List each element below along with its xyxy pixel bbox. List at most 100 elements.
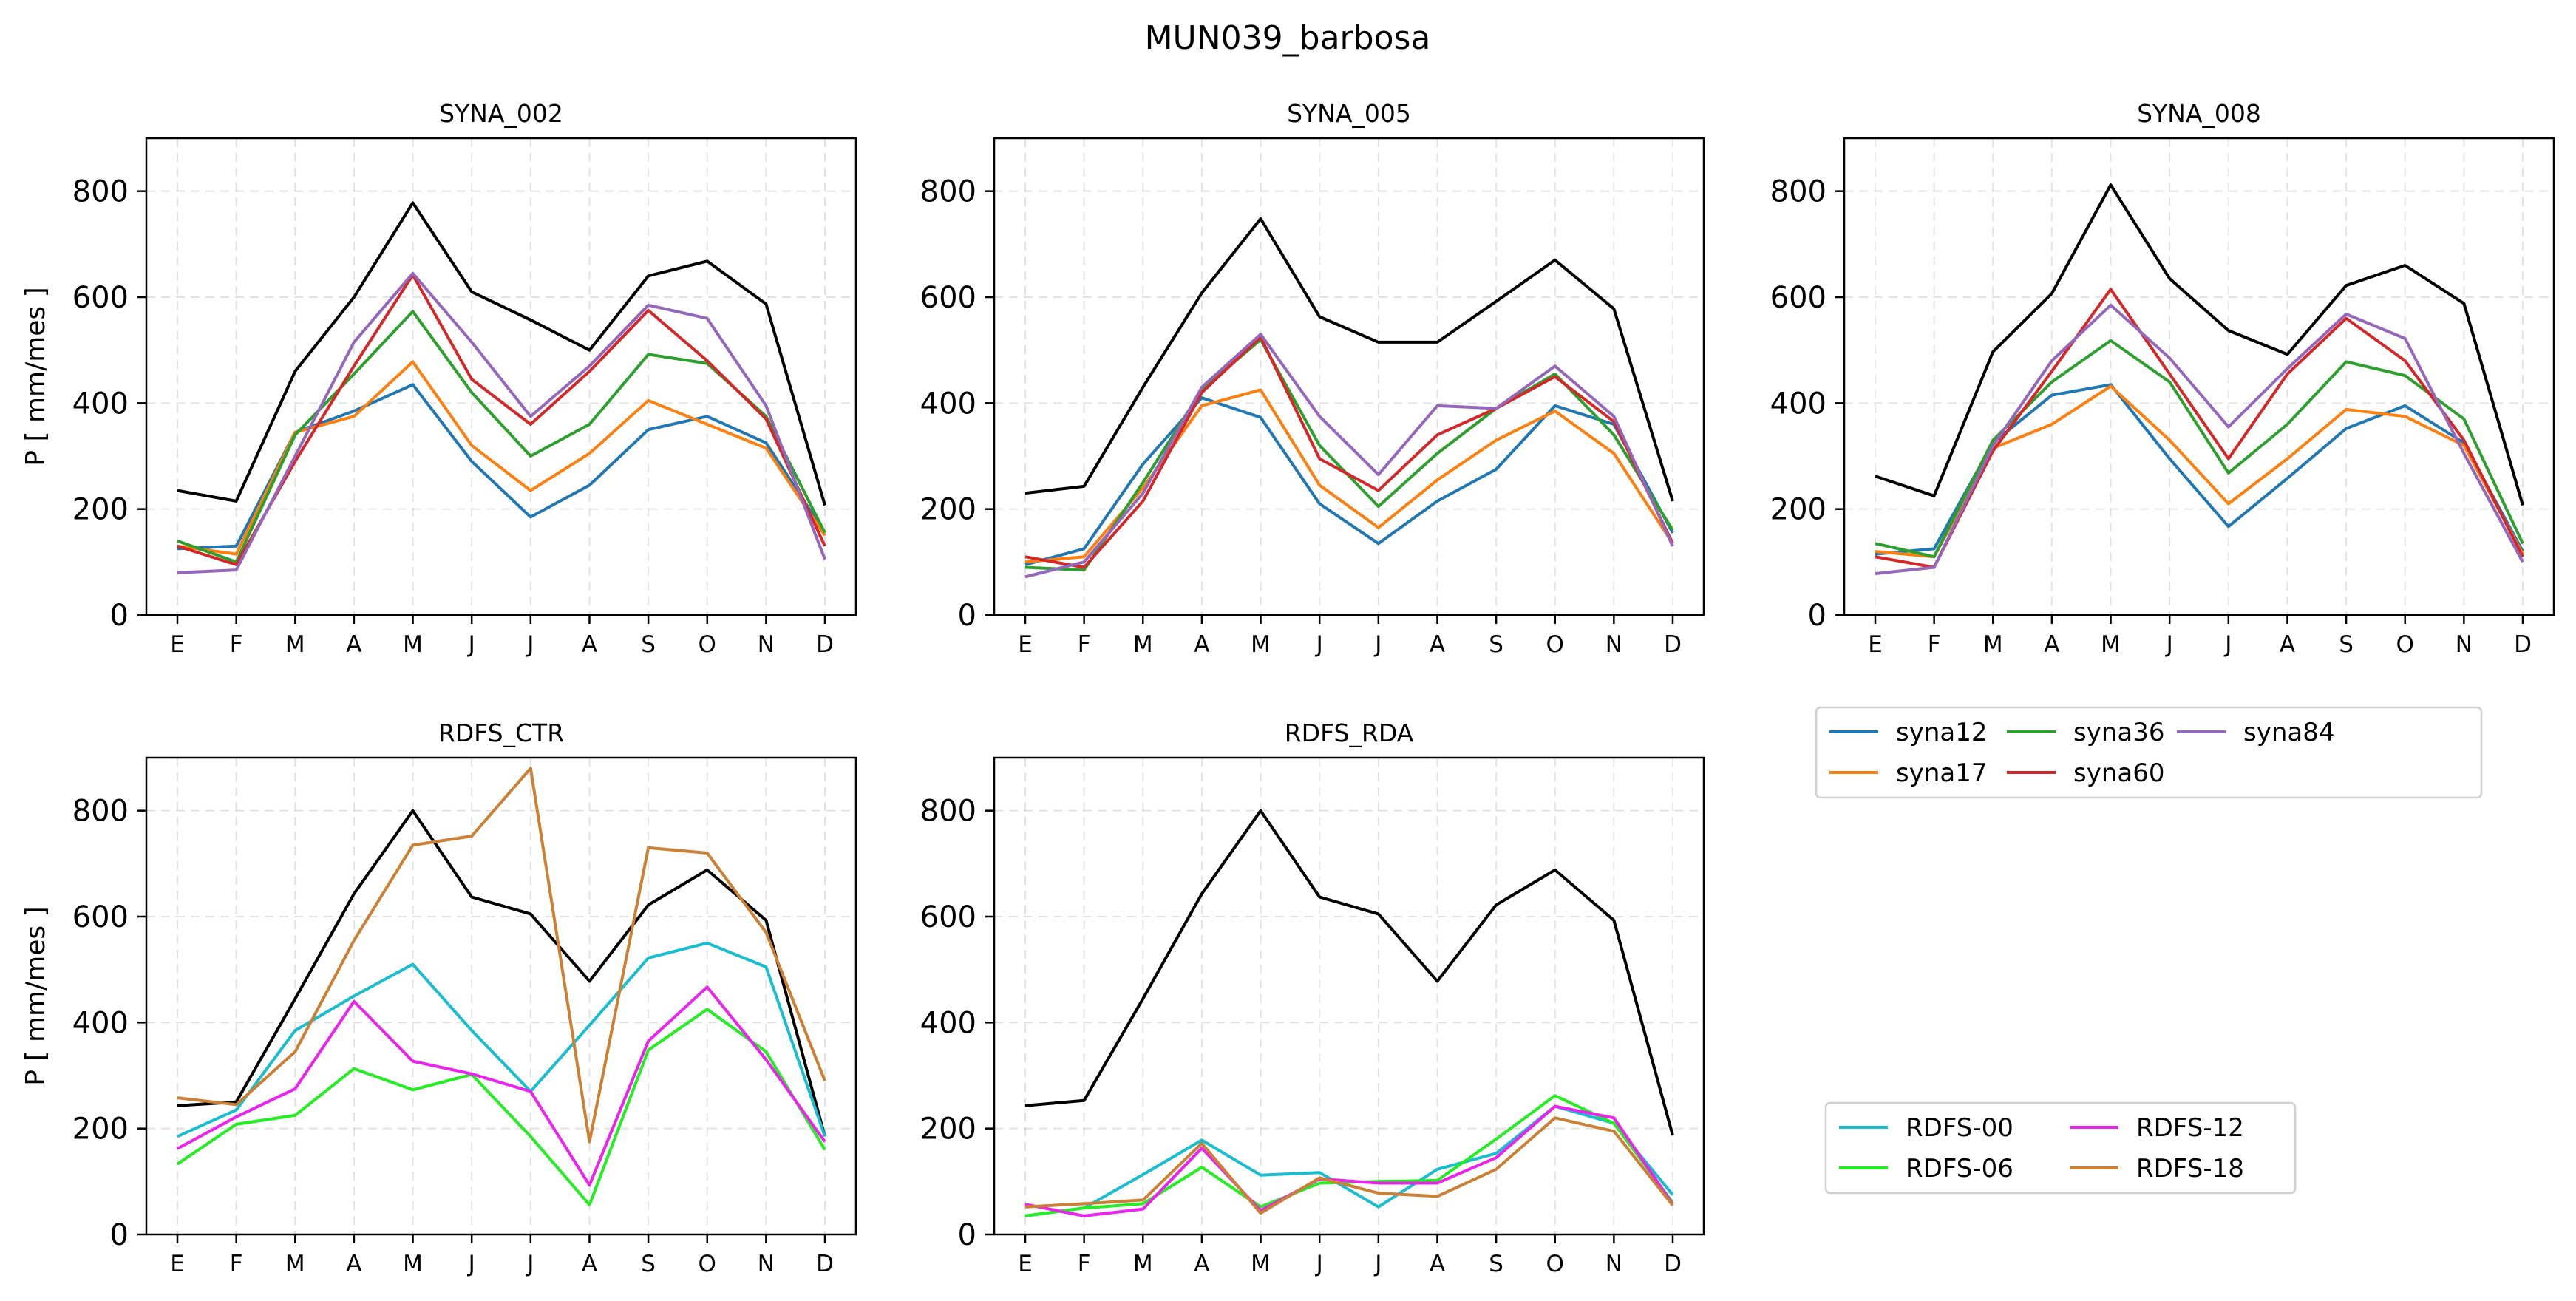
figure-title: MUN039_barbosa <box>1145 19 1431 57</box>
legend-label: syna36 <box>2073 718 2164 747</box>
x-tick-label: M <box>1251 1251 1271 1277</box>
x-tick-label: A <box>582 631 597 658</box>
legends: syna12 syna17 syna36 syna60 syna84 RDFS-00 RDF… <box>1815 706 2483 1195</box>
x-tick-label: S <box>641 631 656 658</box>
x-tick-label: E <box>170 1251 185 1277</box>
x-tick-label: S <box>2339 631 2354 658</box>
series-line-RDFS-06 <box>176 1008 826 1206</box>
x-tick-label: M <box>1251 631 1271 658</box>
series-line-RDFS-18 <box>177 767 826 1144</box>
x-tick-label: F <box>1928 631 1941 658</box>
x-tick-label: O <box>2396 631 2414 658</box>
y-tick-label: 0 <box>958 599 976 633</box>
x-tick-label: O <box>1546 631 1564 658</box>
x-tick-label: N <box>2456 631 2473 658</box>
legend-box <box>1815 706 2483 799</box>
series-line-RDFS-12 <box>1024 1104 1674 1217</box>
y-tick-label: 800 <box>920 795 976 829</box>
x-tick-label: F <box>1078 631 1091 658</box>
x-tick-label: N <box>1605 631 1622 658</box>
y-tick-label: 400 <box>920 1006 976 1040</box>
y-tick-label: 200 <box>1770 493 1826 527</box>
series-line-RDFS-12 <box>177 985 826 1187</box>
x-tick-label: M <box>285 631 305 658</box>
series-line-syna36 <box>1024 338 1674 572</box>
legend-label: syna12 <box>1896 718 1987 747</box>
series-line-syna60 <box>1024 335 1674 569</box>
legend-label: RDFS-00 <box>1906 1113 2013 1143</box>
y-tick-label: 200 <box>72 493 129 527</box>
x-tick-label: E <box>1018 631 1033 658</box>
panel-rdfs-ctr: E F M A M J J A S O N D 0 200 400 600 800 RDFS_CTR P [ mm/… <box>21 719 857 1277</box>
series-line-RDFS-18 <box>1024 1116 1674 1215</box>
x-tick-label: A <box>582 1251 597 1277</box>
x-tick-label: S <box>1489 1251 1503 1277</box>
x-tick-label: A <box>1430 631 1445 658</box>
x-tick-label: J <box>467 1251 475 1277</box>
panel-syna-002: E F M A M J J A S O N D 0 200 400 600 800 SYNA_002 P [ mm/… <box>21 99 857 658</box>
legend-1: syna12 syna17 syna36 syna60 syna84 <box>1815 706 2483 799</box>
x-tick-label: M <box>403 631 423 658</box>
x-tick-label: J <box>1373 631 1382 658</box>
x-tick-label: A <box>1430 1251 1445 1277</box>
x-tick-label: M <box>1133 1251 1153 1277</box>
x-tick-label: J <box>526 1251 534 1277</box>
y-tick-label: 0 <box>110 599 129 633</box>
y-axis-label: P [ mm/mes ] <box>21 287 51 466</box>
series-line-syna60 <box>1875 288 2524 569</box>
y-tick-label: 400 <box>1770 387 1826 421</box>
x-tick-label: A <box>1194 631 1209 658</box>
x-tick-label: M <box>285 1251 305 1277</box>
y-tick-label: 0 <box>110 1218 129 1252</box>
x-tick-label: D <box>816 631 834 658</box>
panel-title: RDFS_CTR <box>438 719 564 747</box>
panel-title: RDFS_RDA <box>1285 719 1414 747</box>
y-tick-label: 600 <box>920 900 976 934</box>
y-tick-label: 800 <box>920 175 976 209</box>
x-tick-label: J <box>467 631 475 658</box>
y-tick-label: 600 <box>72 900 129 934</box>
x-tick-label: N <box>758 1251 775 1277</box>
y-tick-label: 0 <box>958 1218 976 1252</box>
y-tick-label: 800 <box>72 175 129 209</box>
x-tick-label: D <box>1664 1251 1682 1277</box>
x-tick-label: O <box>699 631 716 658</box>
series-line-RDFS-00 <box>177 941 826 1138</box>
y-axis-label: P [ mm/mes ] <box>21 906 51 1085</box>
series-line-syna60 <box>177 273 826 566</box>
series-line-syna12 <box>1875 383 2524 556</box>
x-tick-label: A <box>1194 1251 1209 1277</box>
legend-label: RDFS-18 <box>2136 1154 2244 1183</box>
x-tick-label: A <box>2280 631 2295 658</box>
x-tick-label: E <box>1868 631 1883 658</box>
x-tick-label: N <box>1605 1251 1622 1277</box>
panel-rdfs-rda: E F M A M J J A S O N D 0 200 400 600 800 RDFS_RDA <box>920 719 1705 1277</box>
legend-label: syna84 <box>2243 718 2334 747</box>
series-line-syna17 <box>1875 384 2524 559</box>
x-tick-label: J <box>1315 1251 1323 1277</box>
x-tick-label: J <box>1373 1251 1382 1277</box>
series-line-observed <box>1024 809 1674 1136</box>
x-tick-label: E <box>170 631 185 658</box>
panels: E F M A M J J A S O N D 0 200 400 600 800 SYNA_002 P [ mm/… <box>21 99 2555 1277</box>
x-tick-label: J <box>526 631 534 658</box>
series-line-observed <box>177 809 826 1137</box>
panel-title: SYNA_005 <box>1287 99 1411 128</box>
legend-label: RDFS-12 <box>2136 1113 2244 1143</box>
y-tick-label: 400 <box>72 387 129 421</box>
x-tick-label: S <box>1489 631 1503 658</box>
legend-label: syna60 <box>2073 758 2164 788</box>
legend-label: syna17 <box>1896 758 1987 788</box>
plot-frame <box>145 756 857 1236</box>
series-line-syna84 <box>1024 333 1674 579</box>
series-line-syna12 <box>1024 396 1674 566</box>
x-tick-label: N <box>758 631 775 658</box>
x-tick-label: A <box>346 1251 361 1277</box>
panel-title: SYNA_008 <box>2137 99 2261 128</box>
x-tick-label: S <box>641 1251 656 1277</box>
x-tick-label: M <box>1983 631 2003 658</box>
x-tick-label: D <box>1664 631 1682 658</box>
x-tick-label: D <box>816 1251 834 1277</box>
panel-syna-005: E F M A M J J A S O N D 0 200 400 600 800 SYNA_005 <box>920 99 1705 658</box>
y-tick-label: 600 <box>1770 281 1826 315</box>
